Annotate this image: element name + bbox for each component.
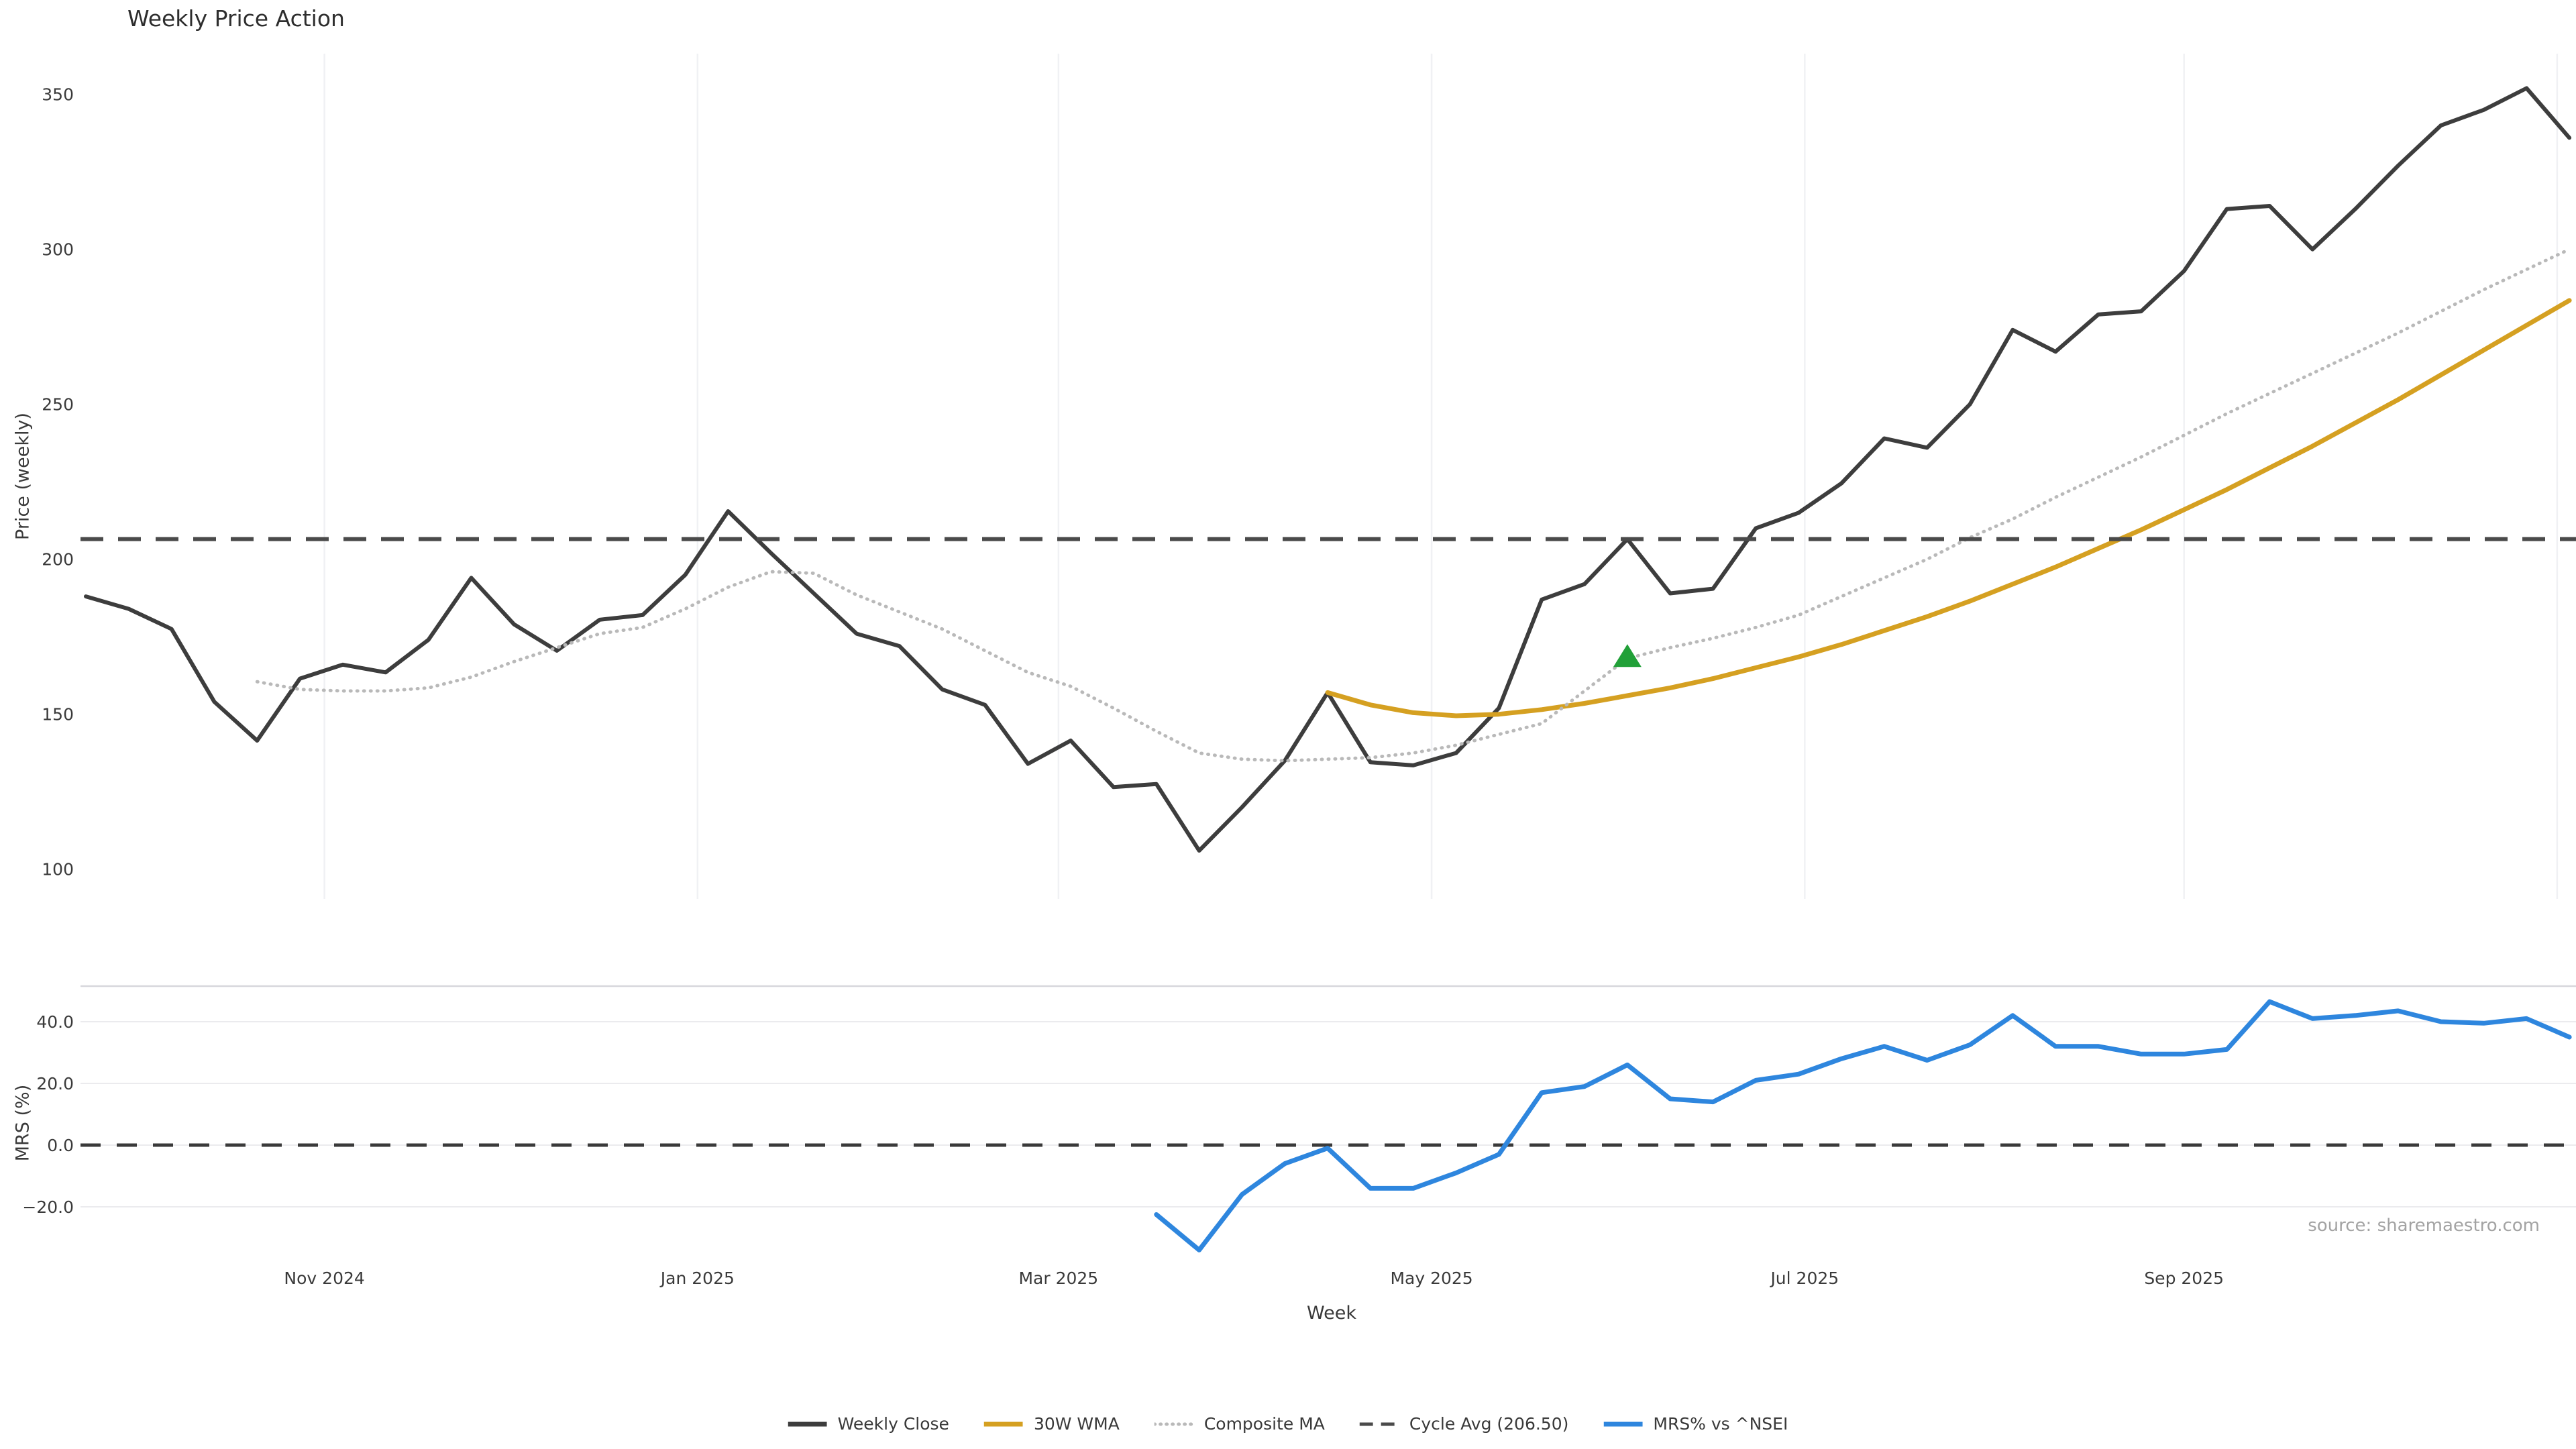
mrs-tick-label: 0.0	[47, 1136, 74, 1155]
legend: Weekly Close 30W WMA Composite MA Cycle Avg…	[788, 1414, 1788, 1434]
mrs-tick-label: 20.0	[36, 1074, 74, 1093]
source-note: source: sharemaestro.com	[2308, 1216, 2540, 1236]
series-weekly-close-line	[84, 86, 2572, 853]
mrs-gridlines	[80, 985, 2576, 1208]
legend-label: Composite MA	[1203, 1414, 1325, 1434]
series-lines	[80, 86, 2576, 1252]
legend-line-swatch	[983, 1421, 1023, 1426]
price-tick-label: 100	[42, 860, 74, 879]
mrs-tick-label: −20.0	[22, 1197, 74, 1217]
price-tick-label: 300	[42, 240, 74, 260]
legend-item-composite-ma: Composite MA	[1154, 1414, 1325, 1434]
legend-item-30w-wma: 30W WMA	[983, 1414, 1120, 1434]
price-tick-label: 150	[42, 705, 74, 724]
week-axis-label: Week	[1307, 1303, 1356, 1324]
axis-tick-labels: 100 150 200 250 300 350 −20.0 0.0 20.0 40.0 Nov 20…	[22, 85, 2224, 1288]
series-mrs-vs-nsei-line	[1154, 999, 2572, 1252]
series-30w-wma-line	[1325, 298, 2572, 718]
legend-item-cycle-avg-206-50: Cycle Avg (206.50)	[1359, 1414, 1569, 1434]
x-tick-label: Mar 2025	[1018, 1269, 1098, 1288]
x-tick-label: Jul 2025	[1769, 1269, 1839, 1288]
legend-line-swatch	[1154, 1422, 1193, 1426]
mrs-axis-label: MRS (%)	[12, 1084, 34, 1162]
price-axis-label: Price (weekly)	[12, 413, 34, 540]
price-tick-label: 350	[42, 85, 74, 105]
legend-item-mrs-vs-nsei: MRS% vs ^NSEI	[1603, 1414, 1788, 1434]
legend-label: 30W WMA	[1033, 1414, 1120, 1434]
x-tick-label: Sep 2025	[2144, 1269, 2224, 1288]
x-tick-label: Nov 2024	[284, 1269, 364, 1288]
mrs-tick-label: 40.0	[36, 1012, 74, 1032]
price-tick-label: 200	[42, 550, 74, 570]
legend-label: MRS% vs ^NSEI	[1653, 1414, 1788, 1434]
legend-line-swatch	[1603, 1421, 1643, 1426]
legend-line-swatch	[1359, 1422, 1399, 1426]
legend-label: Cycle Avg (206.50)	[1409, 1414, 1569, 1434]
price-gridlines	[323, 54, 2559, 899]
legend-line-swatch	[788, 1421, 827, 1426]
x-tick-label: Jan 2025	[659, 1269, 735, 1288]
legend-item-weekly-close: Weekly Close	[788, 1414, 949, 1434]
legend-label: Weekly Close	[837, 1414, 949, 1434]
series-composite-ma-line	[255, 248, 2571, 763]
x-tick-label: May 2025	[1390, 1269, 1472, 1288]
buy-signal-triangle-marker	[1613, 644, 1642, 667]
chart-title: Weekly Price Action	[127, 5, 345, 32]
price-tick-label: 250	[42, 395, 74, 415]
